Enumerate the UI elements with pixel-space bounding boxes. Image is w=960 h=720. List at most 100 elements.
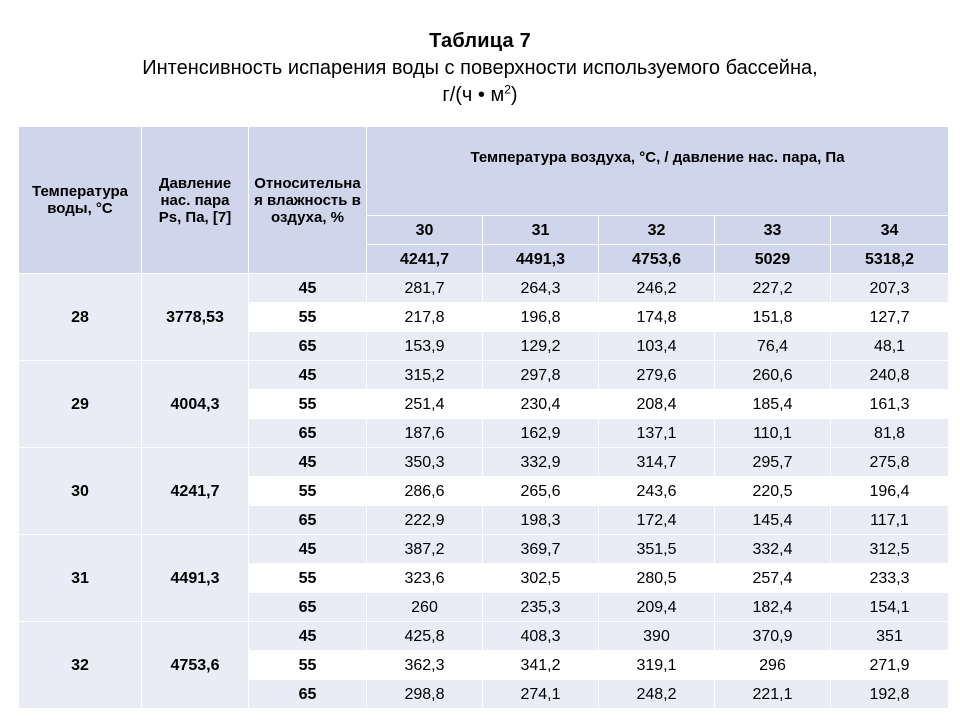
- table-caption: Таблица 7 Интенсивность испарения воды с…: [0, 28, 960, 109]
- table-row: 31 4491,3 45 387,2 369,7 351,5 332,4 312,5: [18, 534, 950, 622]
- value-cell: 341,2: [482, 650, 599, 680]
- value-cell: 351: [829, 621, 950, 651]
- value-cell: 279,6: [598, 360, 715, 390]
- value-cell: 182,4: [714, 592, 831, 622]
- value-cell: 233,3: [829, 563, 950, 593]
- header-air-temp-cell: 33: [714, 215, 831, 245]
- header-row-1: Температура воды, °С Давление нас. пара …: [18, 126, 950, 274]
- units-close: ): [510, 84, 518, 106]
- value-cell: 235,3: [482, 592, 599, 622]
- value-cell: 315,2: [366, 360, 483, 390]
- value-cell: 137,1: [598, 418, 715, 448]
- value-cell: 275,8: [829, 447, 950, 477]
- value-cell: 81,8: [829, 418, 950, 448]
- value-cell: 350,3: [366, 447, 483, 477]
- value-cell: 217,8: [366, 302, 483, 332]
- humidity-cell: 65: [248, 331, 367, 361]
- value-cell: 162,9: [482, 418, 599, 448]
- humidity-cell: 65: [248, 592, 367, 622]
- value-cell: 154,1: [829, 592, 950, 622]
- header-air-temp-cell: 31: [482, 215, 599, 245]
- value-cell: 370,9: [714, 621, 831, 651]
- table-row: 29 4004,3 45 315,2 297,8 279,6 260,6 240,8: [18, 360, 950, 448]
- value-cell: 198,3: [482, 505, 599, 535]
- value-cell: 302,5: [482, 563, 599, 593]
- value-cell: 230,4: [482, 389, 599, 419]
- table-title: Интенсивность испарения воды с поверхнос…: [142, 57, 818, 79]
- header-air-pressure-cell: 4241,7: [366, 244, 483, 274]
- value-cell: 110,1: [714, 418, 831, 448]
- value-cell: 227,2: [714, 273, 831, 303]
- value-cell: 265,6: [482, 476, 599, 506]
- value-cell: 153,9: [366, 331, 483, 361]
- value-cell: 207,3: [829, 273, 950, 303]
- table-number: Таблица 7: [429, 30, 531, 52]
- value-cell: 314,7: [598, 447, 715, 477]
- value-cell: 332,4: [714, 534, 831, 564]
- value-cell: 209,4: [598, 592, 715, 622]
- table-row: 28 3778,53 45 281,7 264,3 246,2 227,2 207,3: [18, 273, 950, 361]
- humidity-cell: 45: [248, 360, 367, 390]
- header-row-air-pressures: 4241,7 4491,3 4753,6 5029 5318,2: [19, 244, 950, 274]
- value-cell: 369,7: [482, 534, 599, 564]
- value-cell: 145,4: [714, 505, 831, 535]
- value-cell: 351,5: [598, 534, 715, 564]
- value-cell: 196,8: [482, 302, 599, 332]
- value-cell: 425,8: [366, 621, 483, 651]
- table-row: 55 217,8 196,8 174,8 151,8 127,7: [19, 302, 950, 332]
- water-temp-cell: 28: [18, 273, 142, 361]
- header-air-temp-cell: 34: [829, 215, 950, 245]
- value-cell: 312,5: [829, 534, 950, 564]
- humidity-cell: 45: [248, 273, 367, 303]
- header-humidity: Относительная влажность воздуха, %: [248, 126, 367, 274]
- value-cell: 220,5: [714, 476, 831, 506]
- value-cell: 280,5: [598, 563, 715, 593]
- value-cell: 362,3: [366, 650, 483, 680]
- header-air-temp-cell: 32: [598, 215, 715, 245]
- value-cell: 387,2: [366, 534, 483, 564]
- value-cell: 390: [598, 621, 715, 651]
- humidity-cell: 45: [248, 534, 367, 564]
- header-air-pressure-cell: 5029: [714, 244, 831, 274]
- table-row: 65 187,6 162,9 137,1 110,1 81,8: [19, 418, 950, 448]
- value-cell: 295,7: [714, 447, 831, 477]
- table-row: 55 286,6 265,6 243,6 220,5 196,4: [19, 476, 950, 506]
- value-cell: 172,4: [598, 505, 715, 535]
- header-air-pressure-cell: 5318,2: [829, 244, 950, 274]
- water-temp-cell: 31: [18, 534, 142, 622]
- header-air-pressure-cell: 4753,6: [598, 244, 715, 274]
- humidity-cell: 65: [248, 418, 367, 448]
- table-units: г/(ч • м2): [0, 82, 960, 109]
- value-cell: 192,8: [829, 679, 950, 709]
- value-cell: 248,2: [598, 679, 715, 709]
- value-cell: 196,4: [829, 476, 950, 506]
- value-cell: 323,6: [366, 563, 483, 593]
- units-superscript: 2: [504, 82, 511, 97]
- humidity-cell: 55: [248, 389, 367, 419]
- value-cell: 319,1: [598, 650, 715, 680]
- table-row: 32 4753,6 45 425,8 408,3 390 370,9 351: [18, 621, 950, 709]
- value-cell: 408,3: [482, 621, 599, 651]
- value-cell: 174,8: [598, 302, 715, 332]
- value-cell: 251,4: [366, 389, 483, 419]
- humidity-cell: 55: [248, 302, 367, 332]
- water-temp-cell: 29: [18, 360, 142, 448]
- value-cell: 76,4: [714, 331, 831, 361]
- value-cell: 260,6: [714, 360, 831, 390]
- value-cell: 257,4: [714, 563, 831, 593]
- table-row: 65 260 235,3 209,4 182,4 154,1: [19, 592, 950, 622]
- value-cell: 187,6: [366, 418, 483, 448]
- value-cell: 127,7: [829, 302, 950, 332]
- humidity-cell: 55: [248, 650, 367, 680]
- humidity-cell: 45: [248, 621, 367, 651]
- value-cell: 332,9: [482, 447, 599, 477]
- header-water-temp: Температура воды, °С: [18, 126, 142, 274]
- value-cell: 286,6: [366, 476, 483, 506]
- humidity-cell: 55: [248, 476, 367, 506]
- value-cell: 129,2: [482, 331, 599, 361]
- header-pressure: Давление нас. пара Ps, Па, [7]: [141, 126, 249, 274]
- humidity-cell: 65: [248, 505, 367, 535]
- value-cell: 246,2: [598, 273, 715, 303]
- value-cell: 185,4: [714, 389, 831, 419]
- value-cell: 271,9: [829, 650, 950, 680]
